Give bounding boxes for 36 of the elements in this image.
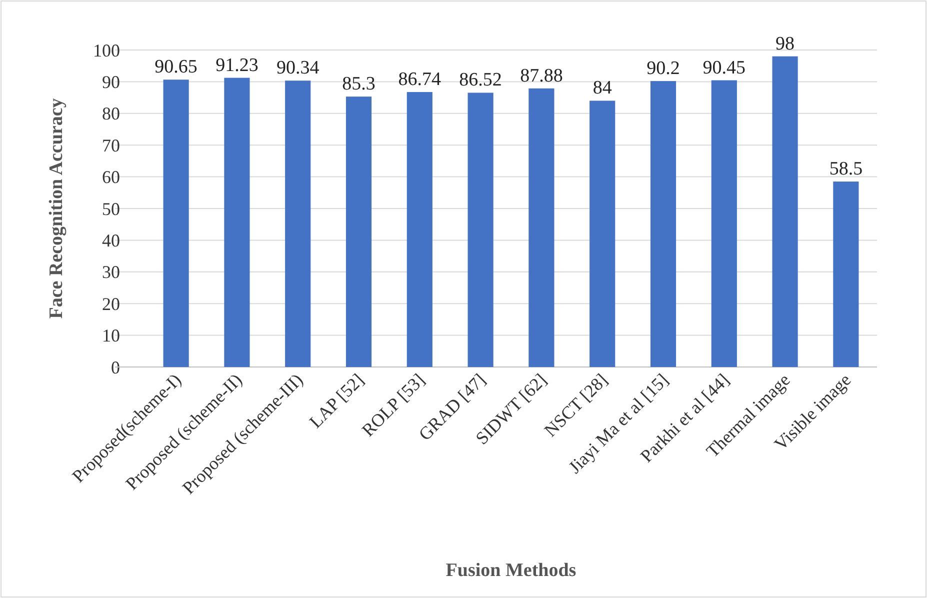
y-tick-label: 30	[102, 262, 120, 282]
bar	[833, 182, 859, 367]
bar	[650, 81, 676, 367]
bar	[163, 80, 189, 367]
data-label: 90.34	[276, 58, 320, 79]
y-tick-label: 90	[102, 72, 120, 92]
bar	[224, 78, 250, 367]
x-axis-title: Fusion Methods	[446, 560, 576, 581]
bar	[346, 96, 372, 367]
data-label: 86.74	[398, 69, 442, 90]
y-tick-label: 40	[102, 230, 120, 250]
bar	[406, 92, 432, 367]
y-tick-label: 100	[93, 40, 120, 60]
data-label: 58.5	[829, 158, 863, 180]
y-tick-label: 20	[102, 294, 120, 314]
bar	[711, 80, 737, 367]
data-label: 87.88	[520, 65, 563, 86]
y-axis-title: Face Recognition Accuracy	[46, 98, 67, 319]
y-tick-label: 70	[102, 135, 120, 156]
data-label: 90.45	[702, 57, 746, 78]
data-label: 98	[776, 33, 795, 54]
data-label: 85.3	[342, 74, 376, 95]
bar	[528, 88, 554, 367]
y-tick-label: 80	[102, 104, 120, 124]
data-label: 90.2	[646, 58, 680, 80]
y-tick-label: 10	[102, 326, 120, 346]
bar	[468, 92, 494, 367]
y-tick-label: 50	[102, 198, 120, 219]
data-label: 86.52	[459, 70, 502, 91]
y-tick-label: 60	[102, 167, 120, 188]
data-label: 84	[592, 78, 612, 99]
data-label: 91.23	[216, 54, 258, 76]
bar	[285, 80, 311, 367]
bar	[772, 56, 798, 367]
bar	[590, 100, 616, 367]
data-label: 90.65	[154, 56, 198, 78]
